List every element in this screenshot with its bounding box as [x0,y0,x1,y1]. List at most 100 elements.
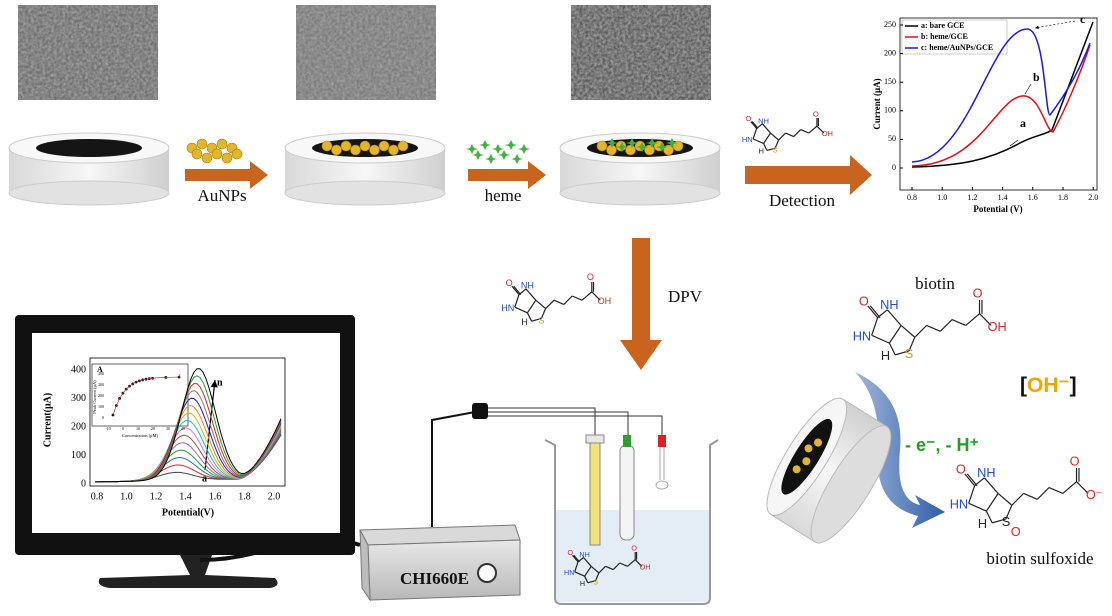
atom-label: NH [880,297,898,312]
bond [590,565,600,574]
double-bond [869,305,881,319]
electron-loss: - e⁻, - H⁺ [905,435,979,455]
electrode-bottom [8,180,170,206]
atom-label: O [859,293,869,308]
bond [968,502,987,512]
legend-entry: a: bare GCE [921,21,964,30]
inset-x-tick-label: 40 [181,426,185,431]
atom-label: HN [853,329,871,344]
x-tick-label: 0.8 [91,491,104,502]
gold-nanoparticle [378,140,390,152]
molecule: O NH HN H S O OH [564,545,650,588]
inset-x-tick-label: 30 [166,426,170,431]
heme [518,144,530,154]
bond [584,565,592,577]
atom-label: O⁻ [1086,487,1103,502]
heme [511,154,523,164]
x-tick-label: 2.0 [268,491,281,502]
y-axis-label: Current(μA) [42,393,53,447]
bond [770,132,780,141]
bond [778,132,787,141]
heme [498,150,510,160]
atom-label: H [881,348,890,363]
reactant-name: biotin [915,274,955,293]
bond [535,299,546,310]
double-bond [572,554,579,563]
gold-nanoparticle [388,144,399,156]
y-tick-label: 100 [71,450,86,461]
bond [763,132,772,144]
bond [914,325,928,338]
heme [626,138,638,148]
bond [612,562,621,571]
gold-nanoparticle [211,148,223,160]
y-tick-label: 300 [71,393,86,404]
atom-label: O [973,285,983,300]
x-axis-label: Potential (V) [973,204,1022,214]
atom-label: NH [977,465,995,480]
bond [574,571,585,577]
atom-label: S [538,316,544,326]
product-name: biotin sulfoxide [986,549,1093,568]
bond [968,485,976,504]
bond [514,306,528,314]
bond [627,559,636,567]
gold-nanoparticle [340,140,352,152]
bond [800,129,810,134]
bond [563,295,573,305]
bond [939,319,953,332]
gold-nanoparticle [321,140,333,152]
double-bond [966,473,978,487]
atom-label: O [631,545,637,553]
bond [605,565,614,571]
bond [1076,481,1089,494]
molecule: O NH HN H S O OH [853,285,1007,363]
bond [525,288,537,301]
inset-fit [112,373,181,416]
bond [540,308,547,319]
bond [598,565,606,574]
bond [808,125,818,134]
atom-label: H [580,580,585,588]
atom-label: O [1011,524,1021,539]
bond [992,518,1007,524]
gold-nanoparticle [350,144,361,156]
heme [606,138,618,148]
atom-label: OH [598,296,612,306]
bond [951,319,967,327]
atom-label: HN [564,569,574,577]
x-tick-label: 1.2 [967,193,977,202]
gold-nanoparticle [596,140,608,152]
inset-label: A [97,365,103,374]
bond [514,294,520,308]
y-tick-label: 50 [888,134,896,143]
bond [545,299,555,310]
bond [997,493,1013,506]
bond [785,132,794,138]
heme [466,144,478,154]
atom-label: H [521,317,528,327]
bond [587,580,596,584]
bond [1011,493,1025,506]
y-tick-label: 0 [81,478,86,489]
y-tick-label: 100 [884,106,896,115]
ion: OH⁻ [1027,374,1070,397]
atom-label: O [1070,453,1080,468]
inset-y-tick-label: 0 [102,415,104,420]
atom-label: S [905,346,914,361]
atom-label: S [773,145,778,154]
monitor [15,315,361,588]
curve-label: n [217,377,223,388]
bond [871,317,879,336]
x-tick-label: 2.0 [1088,193,1098,202]
atom-label: NH [758,116,769,125]
double-bond [751,121,759,129]
heme [616,142,628,152]
double-bond [513,285,522,295]
bond [584,575,589,584]
bond [1048,487,1064,495]
sem-images [18,5,711,100]
